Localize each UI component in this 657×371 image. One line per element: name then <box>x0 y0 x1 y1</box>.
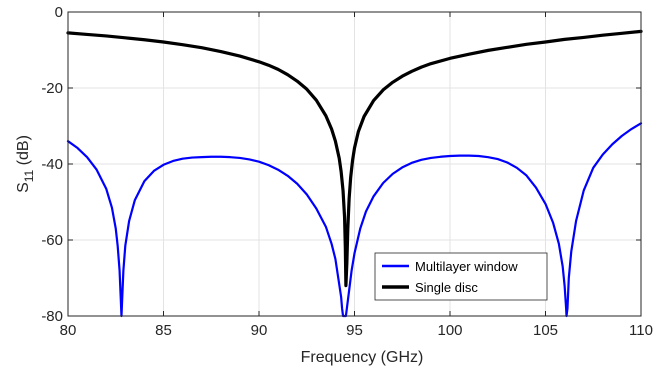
y-tick-label: -80 <box>41 308 63 325</box>
legend-label-single-disc: Single disc <box>415 280 478 295</box>
y-tick-label: -40 <box>41 156 63 173</box>
y-axis-label-subscript: 11 <box>22 169 36 182</box>
x-axis-label: Frequency (GHz) <box>301 349 424 366</box>
x-tick-label: 85 <box>155 322 172 339</box>
tick-labels: 80 85 90 95 100 105 110 0 -20 -40 -60 -80 <box>41 4 653 339</box>
series-line-single-disc <box>66 29 643 288</box>
y-tick-label: 0 <box>55 4 63 21</box>
legend-label-multilayer: Multilayer window <box>415 259 518 274</box>
x-tick-label: 105 <box>533 322 558 339</box>
x-tick-label: 80 <box>60 322 77 339</box>
y-axis-label: S11 (dB) <box>15 135 36 193</box>
y-axis-label-main: S <box>15 182 32 193</box>
y-tick-label: -60 <box>41 232 63 249</box>
x-tick-label: 110 <box>629 322 653 339</box>
legend: Multilayer window Single disc <box>374 252 548 301</box>
x-tick-label: 100 <box>437 322 462 339</box>
y-tick-label: -20 <box>41 80 63 97</box>
y-axis-label-unit: (dB) <box>15 135 32 170</box>
axis-ticks <box>67 11 642 317</box>
x-tick-label: 90 <box>251 322 268 339</box>
legend-box <box>374 252 548 301</box>
x-tick-label: 95 <box>346 322 363 339</box>
